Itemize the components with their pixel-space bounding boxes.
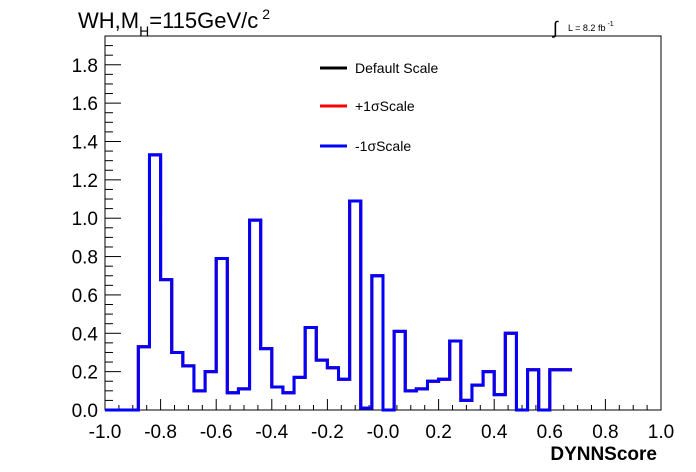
x-tick-label: 0.4 <box>481 422 508 443</box>
y-tick-label: 1.0 <box>72 209 98 230</box>
series-line-2 <box>105 153 573 412</box>
y-tick-label: 0.2 <box>72 363 98 384</box>
y-tick-label: 0.4 <box>72 324 99 345</box>
x-tick-label: 0.8 <box>592 422 618 443</box>
y-tick-label: 0.6 <box>72 286 98 307</box>
x-tick-label: -0.6 <box>200 422 233 443</box>
chart-title: WH,MH=115GeV/c 2 <box>78 6 270 39</box>
x-tick-label: -0.0 <box>367 422 400 443</box>
lumi-integral-sign: ∫ <box>551 18 559 38</box>
series-lines <box>105 153 573 412</box>
title-superscript: 2 <box>262 6 270 22</box>
legend-label: -1σScale <box>355 138 411 154</box>
x-axis: -1.0 -0.8 -0.6 -0.4 -0.2 -0.0 0.2 0.4 0.6 0.8 1.0 <box>89 399 674 443</box>
x-tick-label: 0.2 <box>425 422 451 443</box>
legend-label: Default Scale <box>355 60 438 76</box>
y-tick-label: 1.4 <box>72 132 99 153</box>
x-tick-label: 1.0 <box>648 422 674 443</box>
y-tick-label: 1.2 <box>72 171 98 192</box>
y-axis: 0.0 0.2 0.4 0.6 0.8 1.0 1.2 1.4 1.6 1.8 <box>72 35 121 422</box>
title-rest: =115GeV/c <box>149 8 258 33</box>
x-tick-label: -0.4 <box>255 422 288 443</box>
lumi-text: L = 8.2 fb <box>568 23 605 33</box>
lumi-superscript: -1 <box>607 21 613 28</box>
legend-label: +1σScale <box>355 98 415 114</box>
y-tick-label: 1.8 <box>72 56 98 77</box>
y-tick-label: 0.0 <box>72 401 98 422</box>
title-main: WH,M <box>78 8 139 33</box>
y-tick-label: 1.6 <box>72 94 98 115</box>
legend: Default Scale +1σScale -1σScale <box>320 60 438 154</box>
x-tick-label: -0.8 <box>144 422 177 443</box>
y-tick-label: 0.8 <box>72 248 98 269</box>
x-axis-title: DYNNScore <box>550 444 657 465</box>
lumi-label: L = 8.2 fb -1 <box>568 21 614 33</box>
x-tick-label: 0.6 <box>537 422 563 443</box>
x-tick-label: -0.2 <box>311 422 344 443</box>
title-subscript: H <box>139 23 149 39</box>
x-tick-label: -1.0 <box>89 422 122 443</box>
